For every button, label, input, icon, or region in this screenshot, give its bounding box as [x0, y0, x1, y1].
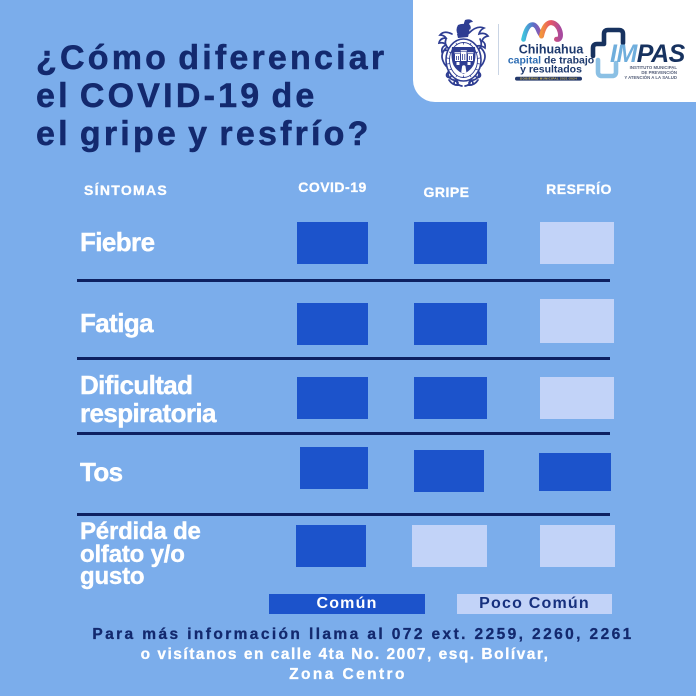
svg-text:INSTITUTO MUNICIPAL: INSTITUTO MUNICIPAL	[630, 65, 678, 70]
svg-text:y resultados: y resultados	[520, 64, 582, 76]
svg-text:DE PREVENCIÓN: DE PREVENCIÓN	[641, 70, 677, 75]
svg-text:Y ATENCIÓN A LA SALUD: Y ATENCIÓN A LA SALUD	[624, 75, 677, 80]
svg-text:GOBIERNO MUNICIPAL 2021-2024: GOBIERNO MUNICIPAL 2021-2024	[520, 77, 577, 81]
svg-text:IMPAS: IMPAS	[610, 40, 685, 68]
svg-text:Chihuahua: Chihuahua	[519, 43, 585, 57]
svg-text:capital de trabajo: capital de trabajo	[508, 55, 594, 67]
